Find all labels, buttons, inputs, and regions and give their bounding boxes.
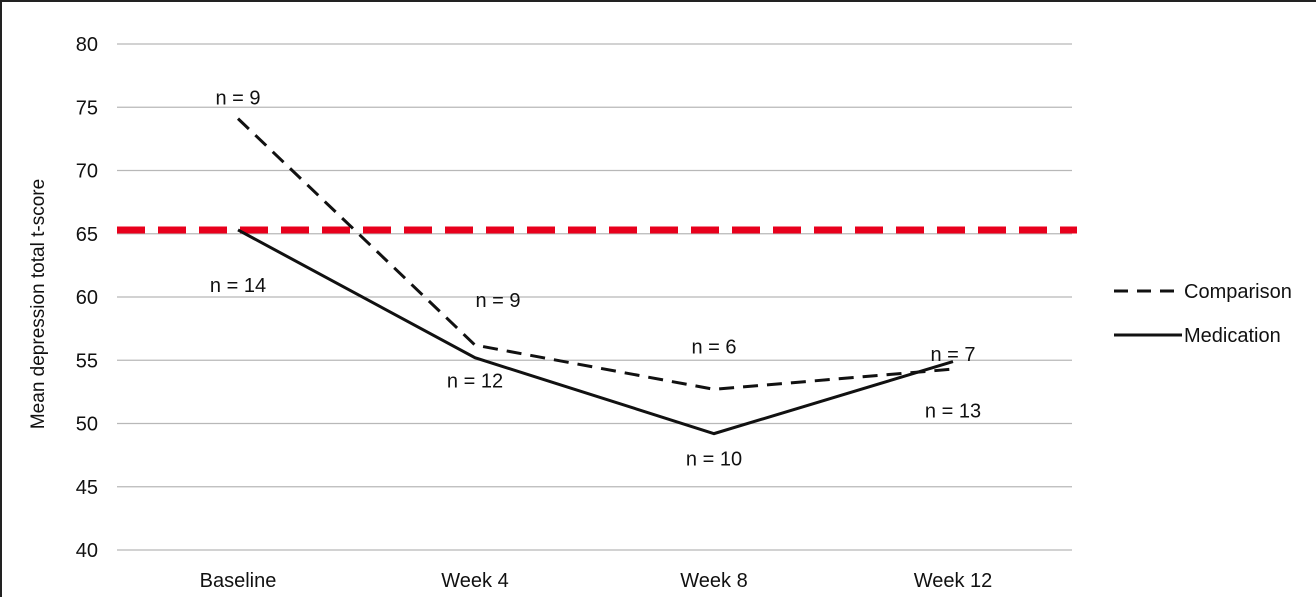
gridlines [117,43,1072,551]
legend-label: Comparison [1184,281,1292,303]
n-label: n = 14 [210,275,266,297]
n-label: n = 6 [691,336,736,358]
y-tick-label: 60 [76,287,98,309]
n-label: n = 9 [475,290,520,312]
y-tick-label: 50 [76,414,98,436]
y-axis-label: Mean depression total t-score [28,179,49,429]
n-label: n = 13 [925,401,981,423]
y-axis-ticks: 40 45 50 55 60 65 70 75 80 [76,34,98,562]
x-axis-ticks: Baseline Week 4 Week 8 Week 12 [200,570,993,592]
n-label: n = 7 [930,344,975,366]
x-tick-label: Week 12 [914,570,993,592]
series-line-comparison [236,117,954,391]
y-tick-label: 65 [76,224,98,246]
series-layer [236,117,954,436]
n-label: n = 9 [215,88,260,110]
y-tick-label: 75 [76,97,98,119]
series-line-medication [237,228,954,436]
y-tick-label: 70 [76,161,98,183]
y-tick-label: 40 [76,540,98,562]
n-label: n = 10 [686,449,742,471]
n-labels: n = 9 n = 9 n = 6 n = 7 n = 14 n = 12 n = 10 n … [210,88,981,471]
y-tick-label: 55 [76,350,98,372]
x-tick-label: Week 4 [441,570,508,592]
x-tick-label: Week 8 [680,570,747,592]
y-tick-label: 80 [76,34,98,56]
x-tick-label: Baseline [200,570,277,592]
legend-label: Medication [1184,325,1281,347]
y-tick-label: 45 [76,477,98,499]
legend: Comparison Medication [1114,281,1292,347]
n-label: n = 12 [447,371,503,393]
